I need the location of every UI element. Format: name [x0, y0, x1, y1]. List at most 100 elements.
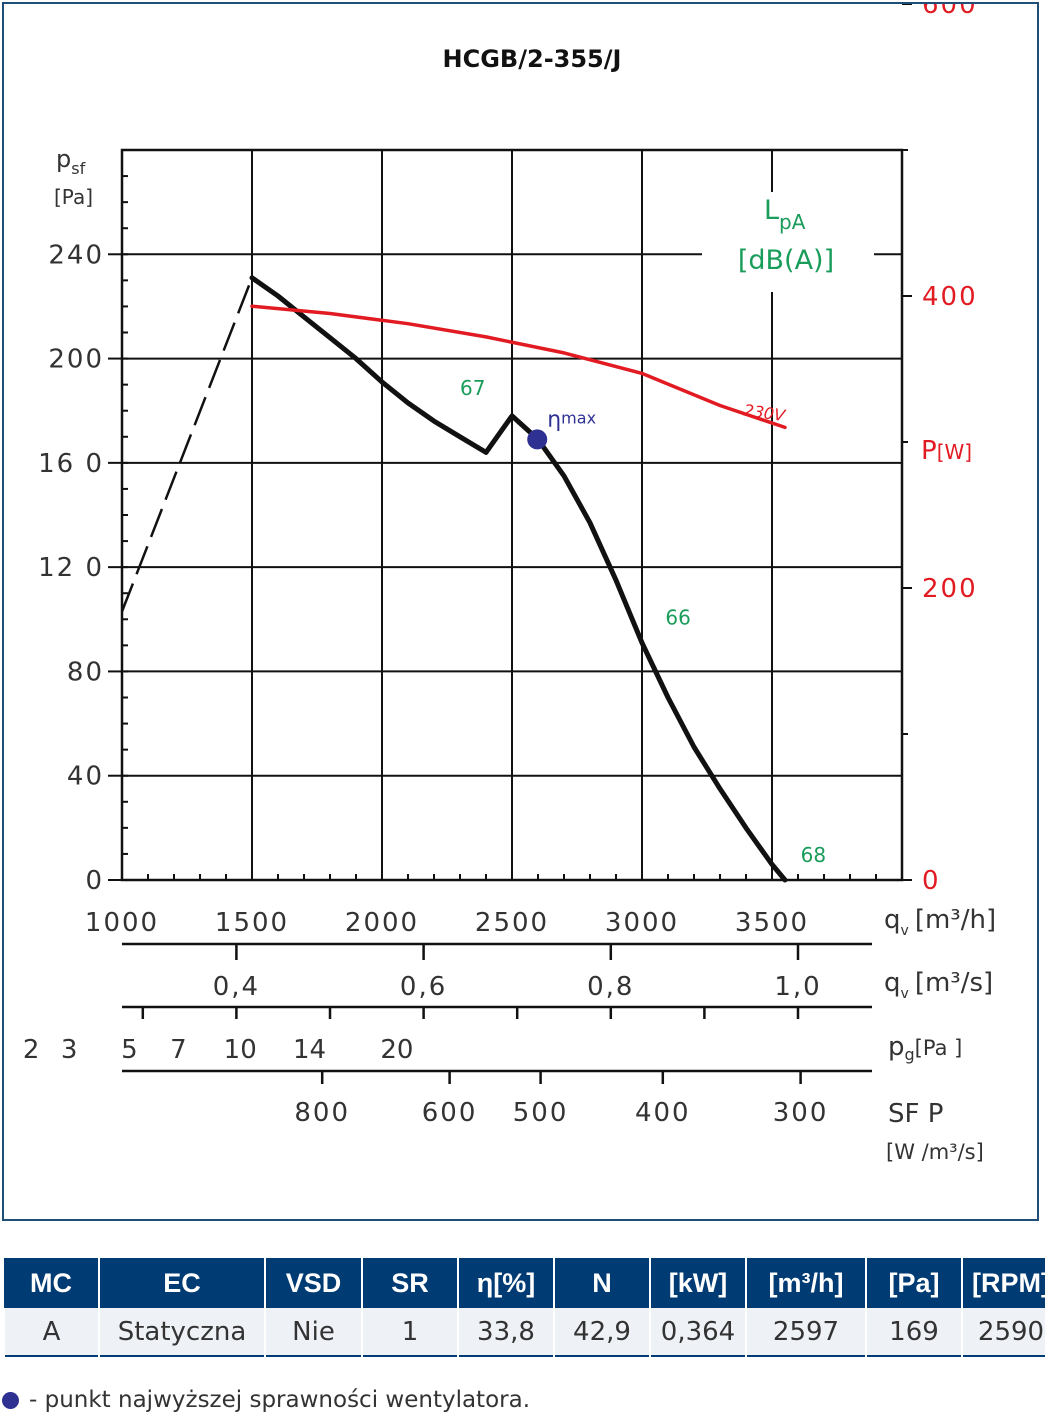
x3-unit: [Pa ] — [915, 1036, 963, 1060]
x4-tick-label: 500 — [513, 1098, 569, 1128]
y-right-tick-label: 400 — [922, 282, 978, 312]
y-right-axis: P[W] 0 200 400 600 — [902, 4, 978, 896]
lpa-value: 66 — [665, 606, 690, 630]
y-right-tick-label: 0 — [922, 866, 941, 896]
x-tick-label: 2500 — [475, 908, 549, 938]
footnote-text: - punkt najwyższej sprawności wentylator… — [29, 1387, 531, 1413]
eta-max-point — [527, 429, 548, 450]
specs-header-cell: MC — [4, 1258, 99, 1308]
specs-header-cell: [Pa] — [865, 1258, 962, 1308]
lpa-symbol: L — [764, 195, 779, 226]
specs-cell: 2590 — [961, 1308, 1045, 1356]
lpa-label: LpA — [764, 195, 806, 234]
power-curve-label: 230V — [742, 401, 787, 426]
x4-tick-label: 600 — [422, 1098, 478, 1128]
x4-axis-unit: [W /m³/s] — [886, 1140, 984, 1164]
y-left-tick-label: 80 — [67, 657, 104, 687]
specs-cell: Statyczna — [98, 1308, 265, 1356]
x3-subscript: g — [905, 1045, 915, 1064]
y-right-tick-label: 200 — [922, 574, 978, 604]
x-unit: [m³/h] — [915, 905, 996, 935]
x-axes: 1000 1500 2000 2500 3000 3500 0,4 0,6 0,8 1,0 2 3 5 7… — [23, 908, 872, 1128]
specs-cell: 169 — [865, 1308, 962, 1356]
footnote: - punkt najwyższej sprawności wentylator… — [2, 1384, 530, 1416]
x-symbol: q — [884, 905, 901, 935]
specs-header-cell: N — [553, 1258, 650, 1308]
pressure-curve — [249, 275, 788, 883]
y-left-tick-label: 0 — [85, 866, 104, 896]
x3-tick-label: 10 — [224, 1035, 257, 1065]
specs-header-cell: η[%] — [457, 1258, 554, 1308]
y-left-tick-label: 200 — [48, 345, 104, 375]
x2-subscript: v — [901, 986, 909, 1002]
x3-tick-label: 5 — [121, 1035, 138, 1065]
y-left-tick-label: 240 — [48, 240, 104, 270]
x-tick-label: 1500 — [215, 908, 289, 938]
specs-header-cell: [kW] — [649, 1258, 746, 1308]
x4-axis-label: SF P — [888, 1099, 943, 1129]
x3-tick-label: 20 — [380, 1035, 413, 1065]
specs-header-cell: SR — [361, 1258, 458, 1308]
eta-symbol: η — [547, 407, 561, 432]
y-left-unit: [Pa] — [54, 185, 93, 209]
eta-max-legend-dot — [2, 1391, 19, 1409]
x3-symbol: p — [888, 1032, 905, 1062]
y-right-tick-labels: 0 200 400 600 — [902, 4, 978, 896]
y-right-unit: [W] — [937, 440, 972, 464]
series-layer: 230V — [120, 275, 788, 883]
x3-tick-label: 2 — [23, 1035, 40, 1065]
y-left-tick-labels: 0 40 80 12 0 16 0 200 240 — [38, 240, 122, 896]
y-right-tick-label: 600 — [922, 4, 978, 20]
eta-max-label: ηmax — [547, 407, 596, 432]
specs-cell: A — [3, 1308, 99, 1356]
eta-superscript: max — [561, 408, 596, 427]
x2-tick-label: 1,0 — [774, 972, 821, 1002]
specs-cell: 1 — [361, 1308, 458, 1356]
x2-tick-label: 0,6 — [400, 972, 447, 1002]
x-tick-label: 3500 — [735, 908, 809, 938]
lpa-legend: LpA [dB(A)] — [702, 192, 874, 292]
lpa-unit: [dB(A)] — [738, 245, 834, 276]
x2-tick-label: 0,4 — [213, 972, 260, 1002]
specs-header-row: MC EC VSD SR η[%] N [kW] [m³/h] [Pa] [RPM] — [4, 1258, 1045, 1308]
fan-curve-chart: HCGB/2-355/J LpA [dB(A)] 230V 67 66 68 ηma… — [23, 4, 996, 1164]
specs-header-cell: [m³/h] — [745, 1258, 866, 1308]
specs-header-cell: [RPM] — [961, 1258, 1045, 1308]
x2-axis-label: qv [m³/s] — [884, 968, 993, 1002]
specs-data-row: A Statyczna Nie 1 33,8 42,9 0,364 2597 169 2590 — [3, 1308, 1045, 1356]
specs-header-cell: EC — [98, 1258, 265, 1308]
x3-axis-label: pg[Pa ] — [888, 1032, 962, 1064]
eta-max-marker: ηmax — [527, 407, 596, 450]
y-left-label: psf — [56, 145, 86, 178]
x2-unit: [m³/s] — [915, 968, 993, 998]
y-right-symbol: P — [921, 436, 937, 466]
x2-symbol: q — [884, 968, 901, 998]
lpa-value: 68 — [801, 843, 826, 867]
x-axis-titles: qv [m³/h] qv [m³/s] pg[Pa ] SF P [W /m³/s] — [884, 905, 996, 1164]
chart-frame: HCGB/2-355/J LpA [dB(A)] 230V 67 66 68 ηma… — [2, 2, 1039, 1221]
lpa-values: 67 66 68 — [460, 376, 826, 867]
y-left-tick-label: 12 0 — [38, 553, 104, 583]
x3-tick-label: 7 — [170, 1035, 187, 1065]
power-curve — [250, 304, 787, 430]
x2-tick-label: 0,8 — [587, 972, 634, 1002]
y-left-tick-label: 40 — [67, 762, 104, 792]
x4-tick-label: 800 — [294, 1098, 350, 1128]
specs-table: MC EC VSD SR η[%] N [kW] [m³/h] [Pa] [RPM] A Staty… — [3, 1258, 1045, 1357]
x3-tick-label: 3 — [61, 1035, 78, 1065]
y-right-label: P[W] — [921, 436, 972, 466]
specs-cell: 0,364 — [649, 1308, 746, 1356]
x-tick-label: 1000 — [85, 908, 159, 938]
y-left-symbol: p — [56, 145, 71, 173]
y-left-subscript: sf — [71, 159, 85, 178]
specs-header-cell: VSD — [264, 1258, 362, 1308]
specs-cell: Nie — [264, 1308, 362, 1356]
x4-tick-label: 400 — [635, 1098, 691, 1128]
lpa-value: 67 — [460, 376, 485, 400]
x3-tick-label: 14 — [293, 1035, 326, 1065]
x4-tick-label: 300 — [773, 1098, 829, 1128]
x-tick-label: 3000 — [605, 908, 679, 938]
chart-title: HCGB/2-355/J — [443, 45, 622, 73]
specs-cell: 33,8 — [457, 1308, 554, 1356]
y-left-axis: psf [Pa] 0 40 80 12 0 16 0 200 240 — [38, 145, 122, 896]
